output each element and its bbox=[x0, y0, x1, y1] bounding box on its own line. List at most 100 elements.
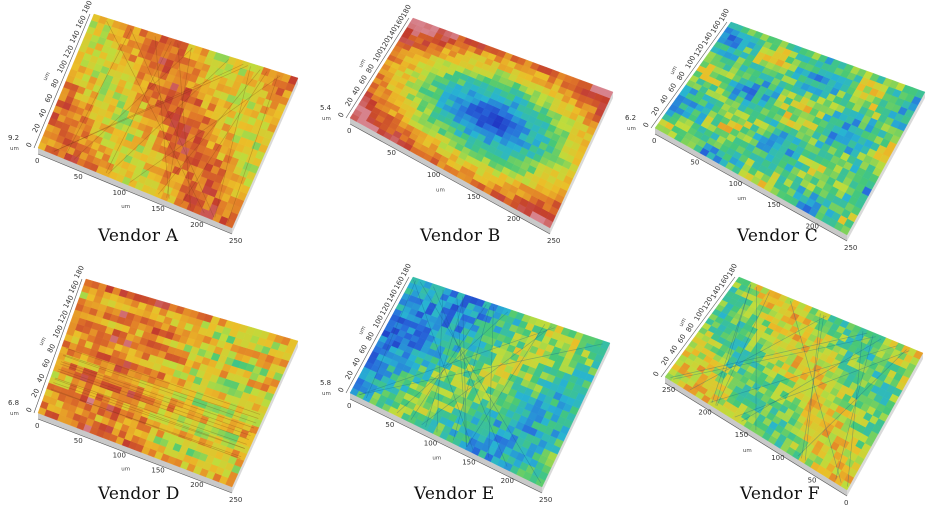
scratch-line bbox=[60, 361, 255, 429]
surface-texture bbox=[37, 278, 299, 488]
y-tick-label: 180 bbox=[400, 262, 413, 278]
y-axis-unit: um bbox=[42, 71, 51, 82]
surface-base-edge bbox=[847, 92, 925, 241]
scratch-line bbox=[804, 313, 821, 461]
surface-texture bbox=[37, 13, 299, 229]
y-tick-label: 80 bbox=[365, 63, 376, 75]
y-tick-label: 180 bbox=[718, 7, 731, 23]
y-tick-label: 120 bbox=[379, 301, 392, 317]
scratch-line bbox=[106, 20, 205, 214]
scratch-line bbox=[419, 282, 542, 484]
surface-base-edge bbox=[847, 353, 923, 496]
scratch-line bbox=[365, 280, 417, 399]
surface-plot-vendor-c: 050100150200250um02040608010012014016018… bbox=[625, 7, 926, 252]
y-tick-label: 60 bbox=[43, 93, 54, 105]
scratch-line bbox=[129, 75, 281, 183]
surface-texture bbox=[349, 276, 611, 488]
y-tick-label: 120 bbox=[62, 44, 75, 60]
surface-patch bbox=[600, 340, 611, 350]
caption-vendor-e: Vendor E bbox=[414, 484, 495, 504]
scratch-line bbox=[452, 305, 491, 441]
x-tick-label: 50 bbox=[387, 149, 396, 157]
x-axis-line bbox=[37, 418, 233, 494]
surface-scratches bbox=[50, 347, 261, 459]
surface-patch bbox=[287, 338, 299, 348]
y-axis-line bbox=[660, 276, 736, 378]
caption-vendor-a: Vendor A bbox=[98, 226, 179, 246]
y-axis-unit: um bbox=[678, 317, 687, 328]
z-max-label: 9.2 bbox=[8, 134, 19, 142]
y-axis-unit: um bbox=[358, 58, 367, 69]
x-tick-label: 0 bbox=[844, 499, 848, 507]
scratch-line bbox=[790, 301, 842, 483]
caption-vendor-f: Vendor F bbox=[740, 484, 820, 504]
x-tick-label: 50 bbox=[74, 437, 83, 445]
scratch-line bbox=[456, 294, 467, 447]
y-tick-label: 100 bbox=[372, 314, 385, 330]
surface-base-edge bbox=[350, 118, 550, 234]
y-tick-label: 0 bbox=[337, 386, 346, 394]
scratch-line bbox=[421, 326, 552, 426]
y-tick-label: 20 bbox=[344, 369, 355, 381]
x-tick-label: 0 bbox=[35, 422, 39, 430]
scratch-line bbox=[425, 297, 465, 427]
scratch-line bbox=[158, 69, 261, 195]
scratch-line bbox=[60, 363, 253, 433]
y-tick-label: 0 bbox=[642, 121, 651, 129]
y-tick-label: 60 bbox=[41, 358, 52, 370]
x-tick-label: 250 bbox=[844, 244, 857, 252]
y-tick-label: 40 bbox=[35, 373, 46, 385]
y-tick-label: 20 bbox=[650, 106, 661, 118]
x-tick-label: 0 bbox=[652, 137, 656, 145]
surface-base-edge bbox=[550, 92, 613, 234]
panel-vendor-e: 0 50 100 150 200 250 um 0 20 40 60 80 100 120 140 160 18… bbox=[310, 262, 620, 515]
y-tick-label: 60 bbox=[358, 74, 369, 86]
z-max-label: 6.2 bbox=[625, 114, 636, 122]
panel-vendor-b: 0 50 100 150 200 250 um 0 20 40 60 80 100 120 140 160 18… bbox=[310, 0, 620, 260]
surface-texture bbox=[664, 276, 924, 491]
x-axis-unit: um bbox=[121, 466, 130, 472]
surface-texture bbox=[654, 21, 926, 236]
x-tick-label: 250 bbox=[539, 496, 552, 504]
scratch-line bbox=[105, 41, 172, 173]
scratch-line bbox=[670, 332, 868, 378]
x-tick-label: 100 bbox=[113, 452, 126, 460]
y-tick-label: 100 bbox=[51, 324, 64, 340]
y-tick-label: 60 bbox=[676, 333, 687, 345]
x-tick-label: 150 bbox=[735, 431, 748, 439]
surface-plot-vendor-f: 250200150100500um02040608010012014016018… bbox=[652, 262, 924, 507]
surface-plot-vendor-e: 050100150200250um02040608010012014016018… bbox=[320, 262, 611, 504]
z-axis-unit: um bbox=[322, 116, 331, 122]
surface-base-edge bbox=[665, 377, 847, 496]
scratch-line bbox=[710, 345, 898, 403]
scratch-line bbox=[413, 279, 474, 451]
panel-vendor-c: 0 50 100 150 200 250 um 0 20 40 60 80 100 120 140 160 18… bbox=[625, 0, 930, 260]
panel-vendor-d: 0 50 100 150 200 250 um 0 20 40 60 80 100 120 140 160 18… bbox=[0, 264, 300, 515]
surface-base-edge bbox=[232, 78, 298, 234]
scratch-line bbox=[410, 304, 487, 420]
scratch-line bbox=[53, 382, 245, 449]
z-axis-unit: um bbox=[10, 146, 19, 152]
y-tick-label: 180 bbox=[726, 262, 739, 278]
y-axis-line bbox=[33, 278, 83, 414]
scratch-line bbox=[690, 315, 827, 391]
x-tick-label: 0 bbox=[35, 157, 39, 165]
surface-texture bbox=[349, 17, 614, 229]
y-tick-label: 40 bbox=[351, 85, 362, 97]
surface-plot-vendor-a: 050100150200250um02040608010012014016018… bbox=[8, 0, 299, 245]
y-tick-label: 180 bbox=[81, 0, 94, 15]
x-tick-label: 200 bbox=[501, 477, 514, 485]
scratch-line bbox=[130, 28, 215, 218]
x-tick-label: 250 bbox=[547, 237, 560, 245]
x-axis-line bbox=[654, 133, 848, 242]
y-tick-label: 140 bbox=[386, 288, 399, 304]
y-axis-unit: um bbox=[669, 65, 678, 76]
x-tick-label: 150 bbox=[767, 201, 780, 209]
y-tick-label: 40 bbox=[659, 94, 670, 106]
x-axis-line bbox=[349, 398, 543, 494]
scratch-line bbox=[359, 343, 603, 395]
y-tick-label: 80 bbox=[365, 331, 376, 343]
y-tick-label: 0 bbox=[337, 111, 346, 119]
z-max-label: 5.4 bbox=[320, 104, 332, 112]
surface-patch bbox=[287, 75, 299, 86]
